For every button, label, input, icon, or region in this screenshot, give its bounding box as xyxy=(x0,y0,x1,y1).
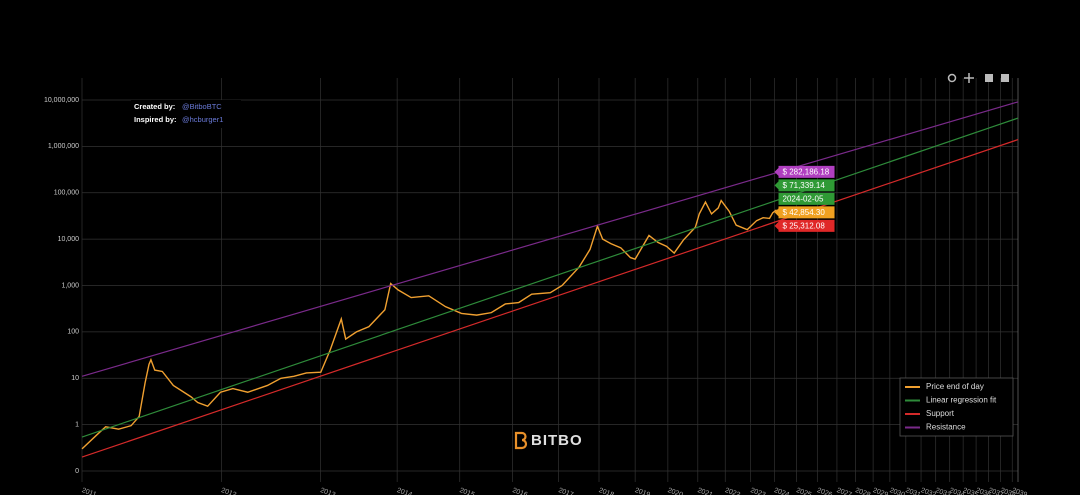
x-tick-label: 2021 xyxy=(696,487,713,495)
zoom-button[interactable] xyxy=(947,73,957,83)
x-tick-label: 2019 xyxy=(634,487,651,495)
x-tick-label: 2017 xyxy=(557,487,574,495)
x-tick-label: 2031 xyxy=(904,487,921,495)
x-tick-label: 2032 xyxy=(920,487,937,495)
x-tick-label: 2039 xyxy=(1011,487,1028,495)
plot xyxy=(81,101,1019,458)
value-label-pointer xyxy=(774,208,779,217)
y-tick-label: 0 xyxy=(75,468,79,475)
x-tick-label: 2035 xyxy=(962,487,979,495)
x-tick-label: 2028 xyxy=(854,487,871,495)
zoom-in-button[interactable] xyxy=(985,74,993,82)
credits-box xyxy=(131,100,241,128)
x-tick-label: 2015 xyxy=(458,487,475,495)
legend: Price end of day Linear regression fit Sup… xyxy=(899,377,1014,437)
x-tick-label: 2030 xyxy=(889,487,906,495)
y-tick-label: 1 xyxy=(75,421,79,428)
credits-link[interactable]: @hcburger1 xyxy=(182,115,223,124)
series-line xyxy=(81,101,1019,377)
logo: BITBO xyxy=(514,431,583,450)
x-tick-label: 2033 xyxy=(934,487,951,495)
x-tick-label: 2026 xyxy=(816,487,833,495)
value-label-box xyxy=(778,165,835,178)
x-tick-label: 2038 xyxy=(999,487,1016,495)
series-line xyxy=(81,199,777,450)
credits-link[interactable]: @BitboBTC xyxy=(182,102,222,111)
legend-label: Support xyxy=(926,409,955,418)
y-tick-label: 10 xyxy=(71,375,79,382)
y-tick-label: 1,000,000 xyxy=(48,143,79,150)
y-tick-label: 100,000 xyxy=(54,190,79,197)
y-tick-label: 10,000 xyxy=(58,236,80,243)
value-label-box xyxy=(778,179,835,192)
credits: Created by: @BitboBTC Inspired by: @hcbu… xyxy=(131,100,241,128)
legend-label: Price end of day xyxy=(926,382,984,391)
date-label-box xyxy=(778,192,835,205)
y-tick-label: 100 xyxy=(67,329,79,336)
x-tick-label: 2034 xyxy=(948,487,965,495)
y-tick-label: 10,000,000 xyxy=(44,97,79,104)
y-tick-label: 1,000 xyxy=(61,282,79,289)
x-tick-label: 2024 xyxy=(773,487,790,495)
series-line xyxy=(81,139,1019,458)
value-label-box xyxy=(778,219,835,232)
x-tick-label: 2020 xyxy=(667,487,684,495)
date-label: 2024-02-05 xyxy=(783,194,824,203)
toolbar xyxy=(947,73,1009,83)
x-tick-label: 2011 xyxy=(81,487,98,495)
legend-label: Resistance xyxy=(926,423,966,432)
x-tick-label: 2029 xyxy=(872,487,889,495)
credits-label: Inspired by: xyxy=(134,115,177,124)
series-line xyxy=(81,117,1019,438)
x-tick-label: 2022 xyxy=(724,487,741,495)
x-tick-label: 2027 xyxy=(836,487,853,495)
x-tick-label: 2036 xyxy=(975,487,992,495)
value-label-box xyxy=(778,206,835,219)
x-tick-label: 2013 xyxy=(319,487,336,495)
annotations: $ 282,186.18 $ 71,339.14 $ 42,854.30 $ 25,3… xyxy=(774,165,835,232)
credits-label: Created by: xyxy=(134,102,175,111)
x-tick-label: 2016 xyxy=(511,487,528,495)
value-label-pointer xyxy=(774,181,779,190)
value-label-pointer xyxy=(774,221,779,230)
x-tick-label: 2012 xyxy=(220,487,237,495)
pan-button[interactable] xyxy=(964,73,974,83)
x-tick-label: 2014 xyxy=(396,487,413,495)
x-tick-label: 2025 xyxy=(795,487,812,495)
value-label: $ 71,339.14 xyxy=(783,181,826,190)
logo-icon xyxy=(514,431,528,450)
x-tick-label: 2018 xyxy=(598,487,615,495)
value-label: $ 282,186.18 xyxy=(783,167,830,176)
logo-text: BITBO xyxy=(531,432,583,449)
x-tick-label: 2023 xyxy=(749,487,766,495)
value-label: $ 42,854.30 xyxy=(783,208,826,217)
legend-label: Linear regression fit xyxy=(926,396,997,405)
value-label: $ 25,312.08 xyxy=(783,221,826,230)
x-tick-label: 2037 xyxy=(987,487,1004,495)
value-label-pointer xyxy=(774,167,779,176)
zoom-out-button[interactable] xyxy=(1001,74,1009,82)
x-axis: 2011 2012 2013 2014 2015 2016 2017 2018 2019 2020… xyxy=(81,487,1028,495)
